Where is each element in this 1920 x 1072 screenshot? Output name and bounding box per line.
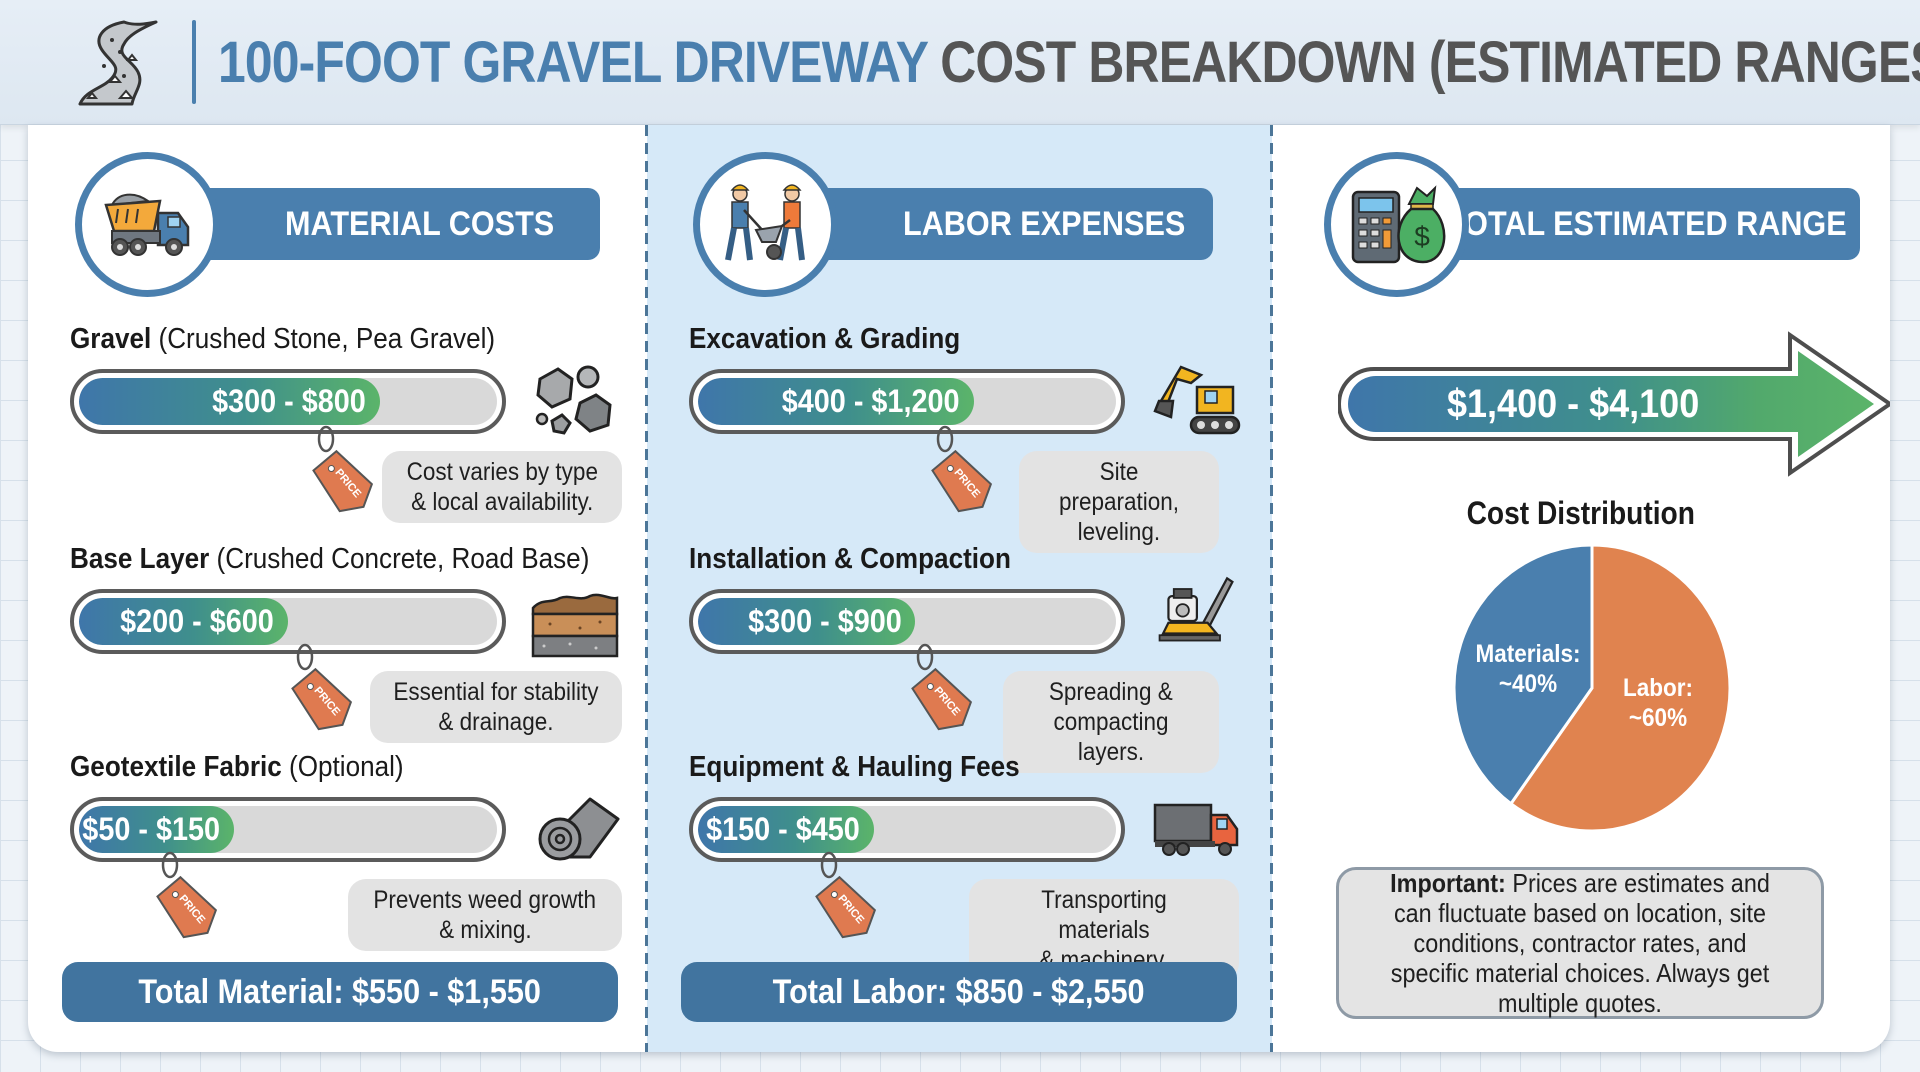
price-tag-icon: PRICE	[312, 425, 374, 513]
column-divider	[1270, 125, 1273, 1052]
total-estimated-column: TOTAL ESTIMATED RANGE $	[1272, 125, 1890, 1052]
calculator-moneybag-icon: $	[1351, 184, 1445, 263]
cost-range-fill: $50 - $150	[79, 806, 234, 853]
workers-wheelbarrow-icon	[724, 183, 805, 261]
labor-expenses-column: LABOR EXPENSES Exca	[647, 125, 1272, 1052]
material-costs-header: MATERIAL COSTS	[75, 152, 627, 297]
total-material-pill: Total Material: $550 - $1,550	[62, 962, 618, 1022]
labor-item-excavation: Excavation & Grading $400 - $1,200 PRICE…	[689, 323, 1249, 553]
total-estimated-header: TOTAL ESTIMATED RANGE $	[1324, 152, 1864, 297]
item-title: Excavation & Grading	[689, 323, 961, 355]
cost-range-fill: $150 - $450	[698, 806, 874, 853]
cost-range-bar: $150 - $450	[689, 797, 1125, 862]
pie-label-materials: Materials: ~40%	[1475, 640, 1581, 698]
cost-range-bar: $300 - $900	[689, 589, 1125, 654]
item-title: Geotextile Fabric (Optional)	[70, 751, 404, 783]
column-divider	[645, 125, 648, 1052]
price-tag-icon: PRICE	[815, 851, 877, 939]
labor-item-equipment: Equipment & Hauling Fees $150 - $450 PRI…	[689, 751, 1249, 981]
pie-slice-materials	[1452, 543, 1594, 806]
price-tag-icon: PRICE	[911, 643, 973, 731]
cost-range-bar: $200 - $600	[70, 589, 506, 654]
header-separator	[192, 20, 196, 104]
title-highlight: 100-FOOT GRAVEL DRIVEWAY	[218, 30, 928, 95]
main-card: MATERIAL COSTS Gravel (Cr	[28, 125, 1890, 1052]
winding-road-icon	[78, 20, 158, 106]
important-text: Prices are estimates and can fluctuate b…	[1390, 868, 1770, 1018]
total-range-arrow: $1,400 - $4,100	[1338, 331, 1890, 477]
pie-slice-labor	[1508, 543, 1732, 833]
labor-expenses-header: LABOR EXPENSES	[693, 152, 1233, 297]
important-label: Important:	[1390, 868, 1506, 898]
title-rest: COST BREAKDOWN (ESTIMATED RANGES)	[927, 30, 1920, 95]
material-costs-badge	[75, 152, 220, 297]
pie-label-labor: Labor: ~60%	[1622, 674, 1694, 732]
cost-range-bar: $400 - $1,200	[689, 369, 1125, 434]
cost-range-fill: $300 - $900	[698, 598, 916, 645]
soil-layers-icon	[531, 593, 619, 658]
item-note: Prevents weed growth & mixing.	[348, 879, 622, 951]
cost-range-fill: $200 - $600	[79, 598, 288, 645]
labor-expenses-pill: LABOR EXPENSES	[813, 188, 1213, 260]
total-range-value: $1,400 - $4,100	[1446, 381, 1700, 426]
item-title: Gravel (Crushed Stone, Pea Gravel)	[70, 323, 496, 355]
page-header: 100-FOOT GRAVEL DRIVEWAY COST BREAKDOWN …	[0, 0, 1920, 125]
material-item-geotextile: Geotextile Fabric (Optional) $50 - $150 …	[70, 751, 630, 951]
material-costs-column: MATERIAL COSTS Gravel (Cr	[28, 125, 647, 1052]
price-tag-icon: PRICE	[291, 643, 353, 731]
dump-truck-icon	[103, 193, 189, 256]
fabric-roll-icon	[538, 797, 620, 861]
hauling-truck-icon	[1153, 803, 1239, 856]
item-note: Cost varies by type & local availability.	[382, 451, 622, 523]
item-note: Site preparation, leveling.	[1019, 451, 1219, 553]
pie-chart-title: Cost Distribution	[1466, 495, 1696, 531]
price-tag-icon: PRICE	[931, 425, 993, 513]
item-note: Essential for stability & drainage.	[370, 671, 622, 743]
svg-text:$: $	[1414, 221, 1430, 252]
price-tag-icon: PRICE	[156, 851, 218, 939]
item-title: Installation & Compaction	[689, 543, 1011, 575]
item-title: Base Layer (Crushed Concrete, Road Base)	[70, 543, 590, 575]
page-title: 100-FOOT GRAVEL DRIVEWAY COST BREAKDOWN …	[218, 28, 1920, 98]
total-estimated-badge: $	[1324, 152, 1469, 297]
material-item-base-layer: Base Layer (Crushed Concrete, Road Base)…	[70, 543, 630, 743]
excavator-icon	[1153, 365, 1241, 435]
cost-distribution-pie-chart	[1452, 543, 1732, 833]
total-estimated-pill: TOTAL ESTIMATED RANGE	[1420, 188, 1860, 260]
material-item-gravel: Gravel (Crushed Stone, Pea Gravel) $300 …	[70, 323, 630, 523]
important-note-box: Important: Prices are estimates and can …	[1336, 867, 1824, 1019]
total-labor-pill: Total Labor: $850 - $2,550	[681, 962, 1237, 1022]
labor-item-installation: Installation & Compaction $300 - $900 PR…	[689, 543, 1249, 773]
material-costs-pill: MATERIAL COSTS	[195, 188, 600, 260]
labor-expenses-badge	[693, 152, 838, 297]
stones-icon	[535, 365, 612, 435]
item-note: Spreading & compacting layers.	[1003, 671, 1219, 773]
item-title: Equipment & Hauling Fees	[689, 751, 1020, 783]
cost-range-bar: $50 - $150	[70, 797, 506, 862]
cost-range-fill: $400 - $1,200	[698, 378, 974, 425]
cost-range-fill: $300 - $800	[79, 378, 380, 425]
cost-range-bar: $300 - $800	[70, 369, 506, 434]
plate-compactor-icon	[1158, 576, 1234, 642]
